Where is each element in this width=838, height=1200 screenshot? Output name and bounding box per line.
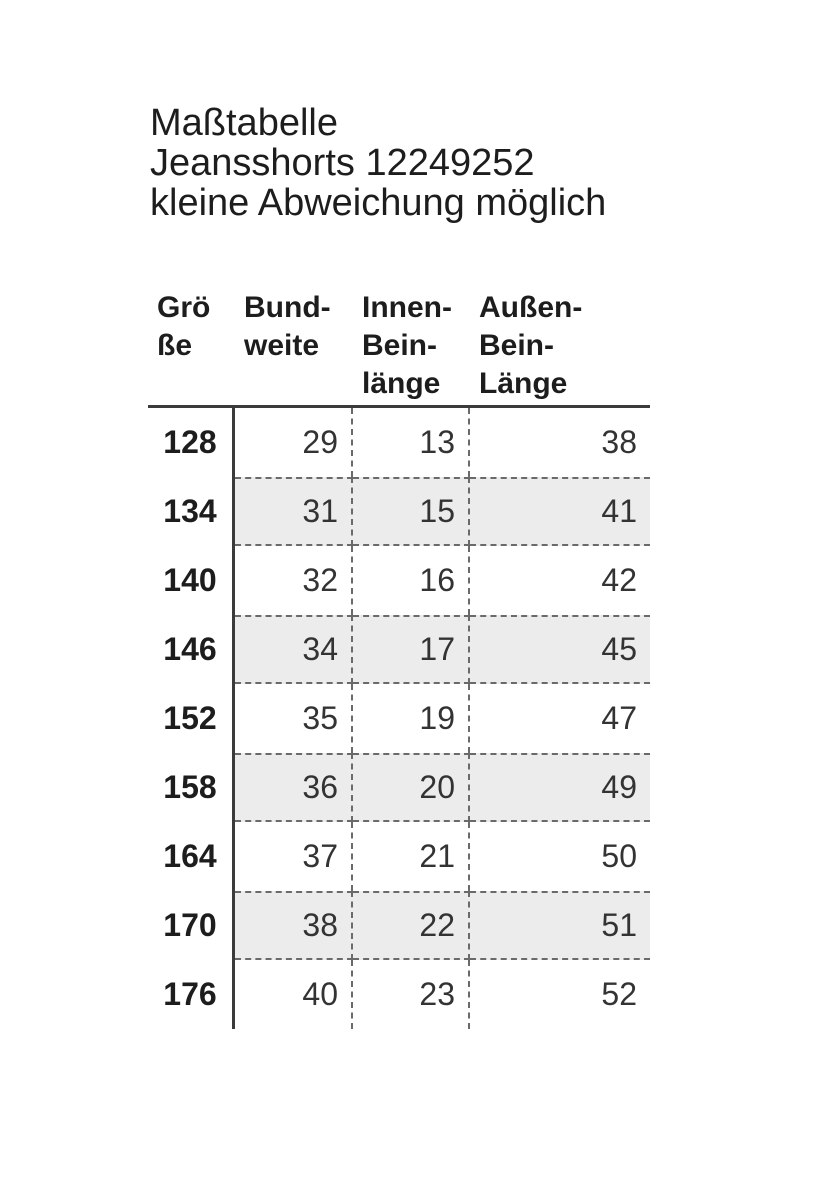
header-line: ße <box>157 329 193 362</box>
header-line: Bein- <box>362 329 437 362</box>
cell-innen-beinlaenge: 17 <box>353 615 470 684</box>
cell-groesse: 164 <box>148 822 235 891</box>
table-row: 170 38 22 51 <box>148 891 650 960</box>
cell-aussen-bein-laenge: 41 <box>470 477 650 546</box>
cell-aussen-bein-laenge: 47 <box>601 700 637 736</box>
column-header-aussen-bein-laenge: Außen- Bein- Länge <box>470 289 650 405</box>
cell-innen-beinlaenge: 21 <box>353 822 470 891</box>
column-header-innen-beinlaenge: Innen- Bein- länge <box>353 289 470 405</box>
disclaimer-text: kleine Abweichung möglich <box>150 182 607 224</box>
cell-groesse: 158 <box>148 753 235 822</box>
header-line: Grö <box>157 291 211 324</box>
cell-groesse: 176 <box>148 960 235 1029</box>
cell-aussen-bein-laenge: 50 <box>601 838 637 874</box>
cell-innen-beinlaenge: 19 <box>353 684 470 753</box>
cell-groesse: 140 <box>148 546 235 615</box>
column-header-groesse: Grö ße <box>148 289 235 405</box>
cell-bundweite: 38 <box>235 891 353 960</box>
header-line: Innen- <box>362 291 452 324</box>
cell-bundweite: 37 <box>235 822 353 891</box>
table-row: 146 34 17 45 <box>148 615 650 684</box>
cell-bundweite: 36 <box>235 753 353 822</box>
table-row: 140 32 16 42 <box>148 546 650 615</box>
cell-bundweite: 40 <box>235 960 353 1029</box>
cell-groesse: 152 <box>148 684 235 753</box>
product-title: Jeansshorts 12249252 <box>150 142 535 184</box>
table-row: 176 40 23 52 <box>148 960 650 1029</box>
cell-innen-beinlaenge: 16 <box>353 546 470 615</box>
header-line: Länge <box>479 367 568 400</box>
size-table-header: Grö ße Bund- weite Innen- Bein- länge Au… <box>148 289 650 408</box>
cell-groesse: 146 <box>148 615 235 684</box>
cell-innen-beinlaenge: 13 <box>353 408 470 477</box>
title-block: Maßtabelle Jeansshorts 12249252 kleine A… <box>150 103 606 223</box>
cell-aussen-bein-laenge: 52 <box>601 976 637 1012</box>
cell-aussen-bein-laenge: 51 <box>470 891 650 960</box>
cell-bundweite: 35 <box>235 684 353 753</box>
header-line: länge <box>362 367 441 400</box>
cell-innen-beinlaenge: 15 <box>353 477 470 546</box>
cell-groesse: 134 <box>148 477 235 546</box>
column-header-bundweite: Bund- weite <box>235 289 353 405</box>
cell-bundweite: 32 <box>235 546 353 615</box>
cell-groesse: 170 <box>148 891 235 960</box>
header-line: Bein- <box>479 329 554 362</box>
table-row: 134 31 15 41 <box>148 477 650 546</box>
header-line: Bund- <box>244 291 331 324</box>
table-row: 128 29 13 38 <box>148 408 650 477</box>
cell-bundweite: 34 <box>235 615 353 684</box>
cell-aussen-bein-laenge: 38 <box>601 424 637 460</box>
cell-innen-beinlaenge: 23 <box>353 960 470 1029</box>
cell-bundweite: 29 <box>235 408 353 477</box>
size-table-body: 128 29 13 38 134 31 15 41 140 32 16 42 1… <box>148 408 650 1029</box>
size-table: Grö ße Bund- weite Innen- Bein- länge Au… <box>148 289 650 1029</box>
cell-bundweite: 31 <box>235 477 353 546</box>
header-line: weite <box>244 329 320 362</box>
table-row: 164 37 21 50 <box>148 822 650 891</box>
cell-aussen-bein-laenge: 42 <box>601 562 637 598</box>
cell-aussen-bein-laenge: 49 <box>470 753 650 822</box>
table-row: 158 36 20 49 <box>148 753 650 822</box>
cell-innen-beinlaenge: 20 <box>353 753 470 822</box>
cell-aussen-bein-laenge: 45 <box>470 615 650 684</box>
cell-groesse: 128 <box>148 408 235 477</box>
header-line: Außen- <box>479 291 583 324</box>
cell-innen-beinlaenge: 22 <box>353 891 470 960</box>
table-row: 152 35 19 47 <box>148 684 650 753</box>
page-title: Maßtabelle <box>150 102 338 144</box>
